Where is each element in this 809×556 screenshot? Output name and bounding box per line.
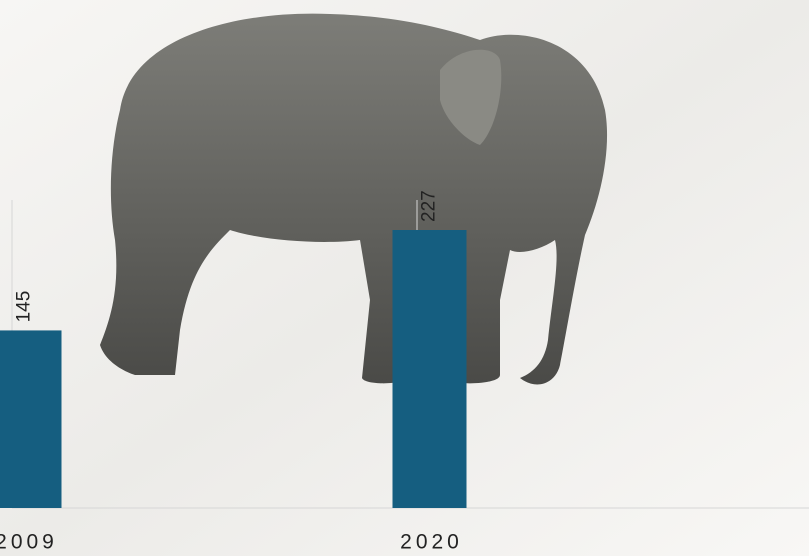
value-label: 145 [14, 291, 35, 323]
x-tick-label: 2020 [400, 531, 463, 554]
bar [0, 330, 62, 508]
elephant-illustration [100, 13, 608, 385]
value-label: 227 [419, 190, 440, 222]
x-tick-label: 2009 [0, 531, 58, 554]
bar [392, 230, 467, 508]
